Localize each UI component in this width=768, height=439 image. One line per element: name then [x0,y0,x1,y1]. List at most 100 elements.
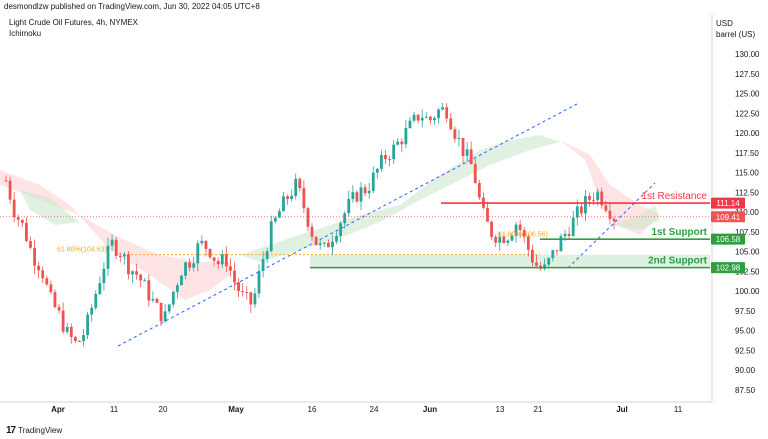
candle-body [273,217,277,222]
candle-body [600,191,604,206]
level-labels: 1st Resistance 1st Support 2nd Support 61.8… [57,191,745,274]
candle-body [380,155,383,169]
current-price-label-box [711,211,745,223]
candle-body [445,107,449,119]
candle-body [490,221,493,237]
time-tick: Jun [423,405,437,414]
candle-body [592,199,595,201]
candle-body [290,196,294,199]
fib-right-label: 61.80%(106.56) [498,231,548,238]
candle-body [514,224,518,236]
price-axis[interactable]: 130.00 127.50 125.00 122.50 120.00 117.50 115.… [735,50,760,395]
candle-body [147,280,151,301]
candle-body [241,290,245,292]
candle-body [61,310,65,332]
resistance-price-label: 111.14 [716,199,740,208]
short-uptrend-line [567,182,656,269]
candle-body [167,304,171,312]
candle-body [175,285,179,292]
candle-body [563,233,567,237]
candle-body [249,292,253,305]
brand-name: TradingView [18,426,63,435]
candle-body [192,263,196,268]
candle-body [196,243,200,264]
candle-body [306,208,310,227]
footer: 17 TradingView [0,422,768,439]
tradingview-logo[interactable]: 17 TradingView [6,425,62,436]
candle-body [37,265,41,271]
candle-body [608,210,612,219]
candle-body [461,138,465,156]
candle-body [265,251,269,259]
candle-body [208,248,212,258]
candle-body [237,282,240,291]
candle-body [351,192,355,200]
support-zone [310,254,710,268]
time-tick: 11 [674,405,683,414]
candle-body [494,236,498,243]
chart-legend: Light Crude Oil Futures, 4h, NYMEX Ichim… [9,17,138,39]
candle-body [188,262,192,268]
candle-body [437,109,440,119]
candle-body [543,264,547,269]
candle-body [396,141,400,145]
candle-body [53,292,57,308]
candle-body [335,235,338,242]
candle-body [204,240,208,249]
indicator-label[interactable]: Ichimoku [9,29,42,38]
candle-body [522,230,526,237]
support-2-price-label-box [711,262,745,274]
candle-body [604,205,608,211]
candle-body [363,187,367,194]
candle-body [420,117,424,121]
symbol-title[interactable]: Light Crude Oil Futures, 4h, NYMEX [9,18,138,27]
candle-body [29,241,32,248]
candle-body [94,293,98,308]
candle-body [473,164,477,184]
time-tick: Jul [616,405,628,414]
candle-body [106,245,110,269]
candle-body [277,211,281,218]
candle-body [98,283,102,294]
price-tick: 92.50 [735,346,756,355]
cloud-area [240,135,560,262]
resistance-price-label-box [711,197,745,209]
candle-body [216,260,220,265]
candle-body [526,236,530,250]
price-chart[interactable]: 130.00 127.50 125.00 122.50 120.00 117.50 115.… [0,0,768,422]
candle-body [282,196,285,212]
candle-body [49,284,53,293]
price-tick: 105.00 [735,248,760,257]
candle-body [12,199,16,218]
candle-body [424,116,428,118]
price-tick: 100.00 [735,287,760,296]
candle-body [596,191,600,201]
candle-body [371,172,375,191]
candle-body [41,270,45,279]
candle-body [555,250,559,252]
price-tick: 130.00 [735,50,760,59]
candle-body [224,254,228,267]
candle-body [498,236,502,243]
candle-body [518,224,522,231]
candle-body [114,239,118,256]
support-1-price-label: 106.58 [716,235,741,244]
candle-body [535,262,538,266]
candle-body [469,149,473,165]
price-tick: 97.50 [735,307,756,316]
candle-body [233,270,236,283]
candle-body [261,258,265,272]
time-axis[interactable]: Apr 11 20 May 16 24 Jun 13 21 Jul 11 [51,405,683,414]
time-tick: May [228,405,244,414]
candle-body [200,240,204,244]
candle-body [375,168,379,173]
candle-body [388,159,391,161]
candle-body [465,149,469,156]
price-tick: 90.00 [735,366,756,375]
price-tick: 87.50 [735,386,756,395]
time-tick: 21 [534,405,543,414]
candle-body [253,293,257,305]
price-tick: 117.50 [735,149,759,158]
candle-body [408,120,412,129]
candle-body [184,262,187,276]
